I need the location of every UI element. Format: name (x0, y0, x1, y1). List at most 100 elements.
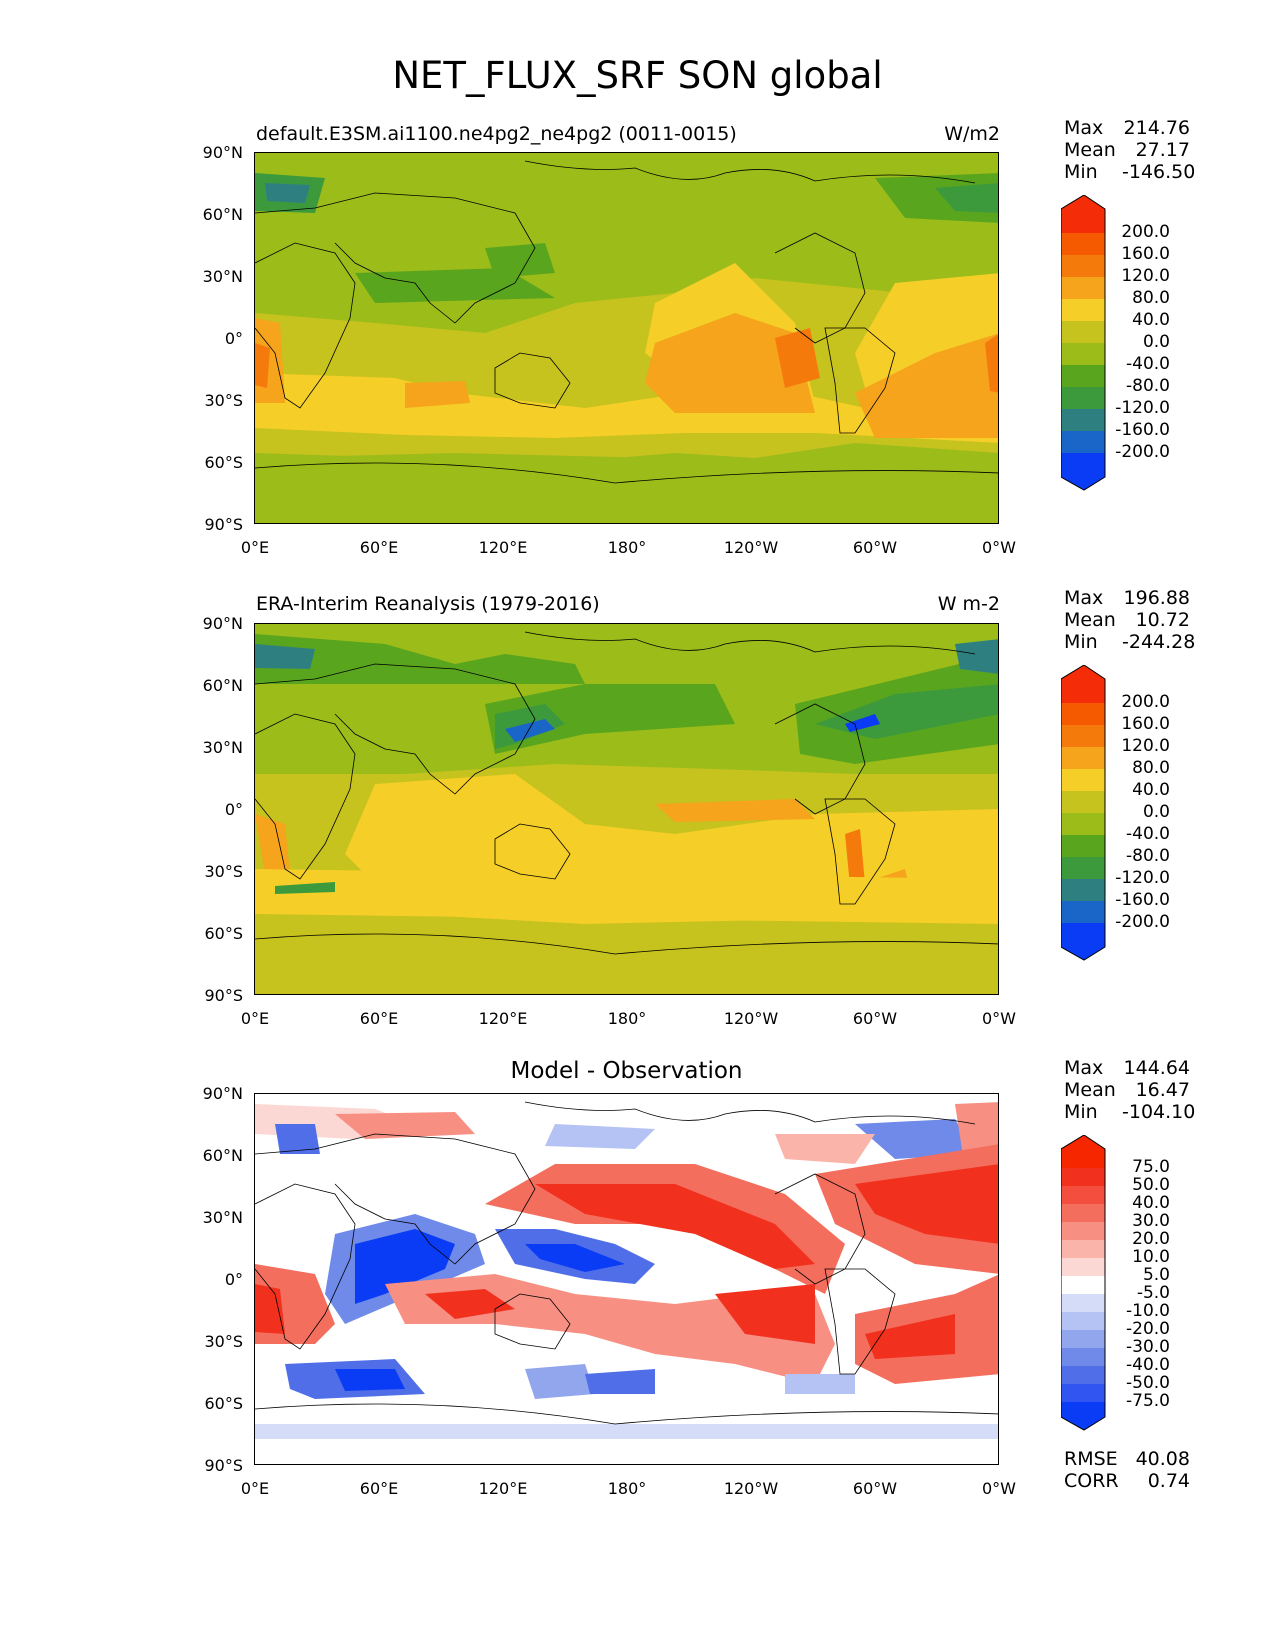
panel2-mean-label: Mean (1064, 609, 1116, 631)
panel2-units: W m-2 (937, 593, 1000, 615)
panel3-colorbar (1060, 1134, 1107, 1435)
panel1-ytick-30n: 30°N (202, 267, 243, 286)
panel3-ytick-90s: 90°S (204, 1456, 243, 1475)
panel2-ytick-0: 0° (224, 800, 243, 819)
panel3-cb-label: 10.0 (1132, 1247, 1170, 1267)
panel2-cb-label: 160.0 (1121, 714, 1170, 734)
panel1-ytick-30s: 30°S (204, 391, 243, 410)
panel2-ytick-30n: 30°N (202, 738, 243, 757)
panel1-cb-label: 40.0 (1132, 310, 1170, 330)
panel2-min-value: -244.28 (1122, 631, 1196, 653)
panel1-mean-label: Mean (1064, 139, 1116, 161)
panel1-xtick-0e: 0°E (240, 538, 270, 557)
panel3-metrics: RMSE 40.08 CORR 0.74 (1064, 1448, 1190, 1492)
panel1-units: W/m2 (944, 123, 1000, 145)
panel1-cb-label: 120.0 (1121, 266, 1170, 286)
panel3-xtick-0e: 0°E (240, 1479, 270, 1498)
figure-title: NET_FLUX_SRF SON global (392, 54, 883, 97)
panel1-colorbar-swatches (1060, 194, 1106, 491)
panel1-stats: Max 214.76 Mean 27.17 Min -146.50 (1064, 117, 1196, 183)
panel2-stats: Max 196.88 Mean 10.72 Min -244.28 (1064, 587, 1196, 653)
panel1-cb-label: 200.0 (1121, 222, 1170, 242)
panel3-map (254, 1093, 999, 1465)
panel2-cb-label: -40.0 (1126, 824, 1170, 844)
panel2-ytick-90n: 90°N (202, 614, 243, 633)
panel2-xtick-0w: 0°W (982, 1009, 1016, 1028)
panel1-cb-label: 80.0 (1132, 288, 1170, 308)
panel1-cb-label: -200.0 (1115, 442, 1170, 462)
panel3-ytick-30n: 30°N (202, 1208, 243, 1227)
panel2-cb-label: 0.0 (1142, 802, 1170, 822)
panel3-cb-label: -75.0 (1126, 1391, 1170, 1411)
panel2-map (254, 623, 999, 995)
panel3-cb-label: 75.0 (1132, 1157, 1170, 1177)
panel3-cb-label: -30.0 (1126, 1337, 1170, 1357)
panel3-cb-label: -5.0 (1136, 1283, 1170, 1303)
panel3-min-label: Min (1064, 1101, 1098, 1123)
panel3-xtick-60e: 60°E (359, 1479, 399, 1498)
corr-value: 0.74 (1147, 1470, 1190, 1492)
panel2-max-label: Max (1064, 587, 1104, 609)
panel2-map-field (255, 624, 998, 994)
panel1-mean-value: 27.17 (1135, 139, 1190, 161)
panel3-cb-label: 30.0 (1132, 1211, 1170, 1231)
panel1-ytick-60s: 60°S (204, 453, 243, 472)
panel2-title: ERA-Interim Reanalysis (1979-2016) (256, 593, 600, 615)
panel1-max-value: 214.76 (1123, 117, 1190, 139)
panel3-colorbar-swatches (1060, 1134, 1106, 1431)
panel1-xtick-120e: 120°E (478, 538, 528, 557)
panel1-xtick-120w: 120°W (723, 538, 779, 557)
panel1-map (254, 152, 999, 524)
panel3-xtick-120e: 120°E (478, 1479, 528, 1498)
panel3-mean-label: Mean (1064, 1079, 1116, 1101)
panel3-cb-label: 20.0 (1132, 1229, 1170, 1249)
panel2-cb-label: 80.0 (1132, 758, 1170, 778)
panel2-cb-label: -120.0 (1115, 868, 1170, 888)
panel1-cb-label: 160.0 (1121, 244, 1170, 264)
panel3-ytick-30s: 30°S (204, 1332, 243, 1351)
panel2-cb-label: 120.0 (1121, 736, 1170, 756)
panel3-ytick-0: 0° (224, 1270, 243, 1289)
panel1-min-label: Min (1064, 161, 1098, 183)
panel3-ytick-60n: 60°N (202, 1146, 243, 1165)
panel2-xtick-60w: 60°W (852, 1009, 898, 1028)
panel3-map-field (255, 1094, 998, 1464)
panel2-xtick-120e: 120°E (478, 1009, 528, 1028)
panel2-colorbar (1060, 664, 1107, 965)
panel1-map-field (255, 153, 998, 523)
panel2-cb-label: 200.0 (1121, 692, 1170, 712)
panel2-xtick-120w: 120°W (723, 1009, 779, 1028)
panel2-cb-label: -160.0 (1115, 890, 1170, 910)
panel1-max-label: Max (1064, 117, 1104, 139)
panel1-cb-label: 0.0 (1142, 332, 1170, 352)
panel2-max-value: 196.88 (1123, 587, 1190, 609)
rmse-value: 40.08 (1135, 1448, 1190, 1470)
panel3-ytick-60s: 60°S (204, 1394, 243, 1413)
panel2-mean-value: 10.72 (1135, 609, 1190, 631)
corr-label: CORR (1064, 1470, 1119, 1492)
panel1-cb-label: -80.0 (1126, 376, 1170, 396)
panel2-cb-label: -80.0 (1126, 846, 1170, 866)
panel3-mean-value: 16.47 (1135, 1079, 1190, 1101)
panel1-ytick-0: 0° (224, 329, 243, 348)
panel3-title: Model - Observation (510, 1058, 743, 1084)
panel2-ytick-60n: 60°N (202, 676, 243, 695)
panel1-min-value: -146.50 (1122, 161, 1196, 183)
panel1-colorbar (1060, 194, 1107, 495)
panel3-max-label: Max (1064, 1057, 1104, 1079)
panel1-ytick-90s: 90°S (204, 515, 243, 534)
panel1-cb-label: -40.0 (1126, 354, 1170, 374)
panel1-cb-label: -120.0 (1115, 398, 1170, 418)
panel1-ytick-90n: 90°N (202, 143, 243, 162)
panel1-cb-label: -160.0 (1115, 420, 1170, 440)
panel2-ytick-90s: 90°S (204, 986, 243, 1005)
panel2-ytick-30s: 30°S (204, 862, 243, 881)
panel1-ytick-60n: 60°N (202, 205, 243, 224)
panel2-min-label: Min (1064, 631, 1098, 653)
panel1-title: default.E3SM.ai1100.ne4pg2_ne4pg2 (0011-… (256, 123, 737, 145)
rmse-label: RMSE (1064, 1448, 1118, 1470)
panel2-xtick-0e: 0°E (240, 1009, 270, 1028)
panel3-cb-label: 40.0 (1132, 1193, 1170, 1213)
panel2-xtick-180: 180° (607, 1009, 647, 1028)
panel3-cb-label: 50.0 (1132, 1175, 1170, 1195)
